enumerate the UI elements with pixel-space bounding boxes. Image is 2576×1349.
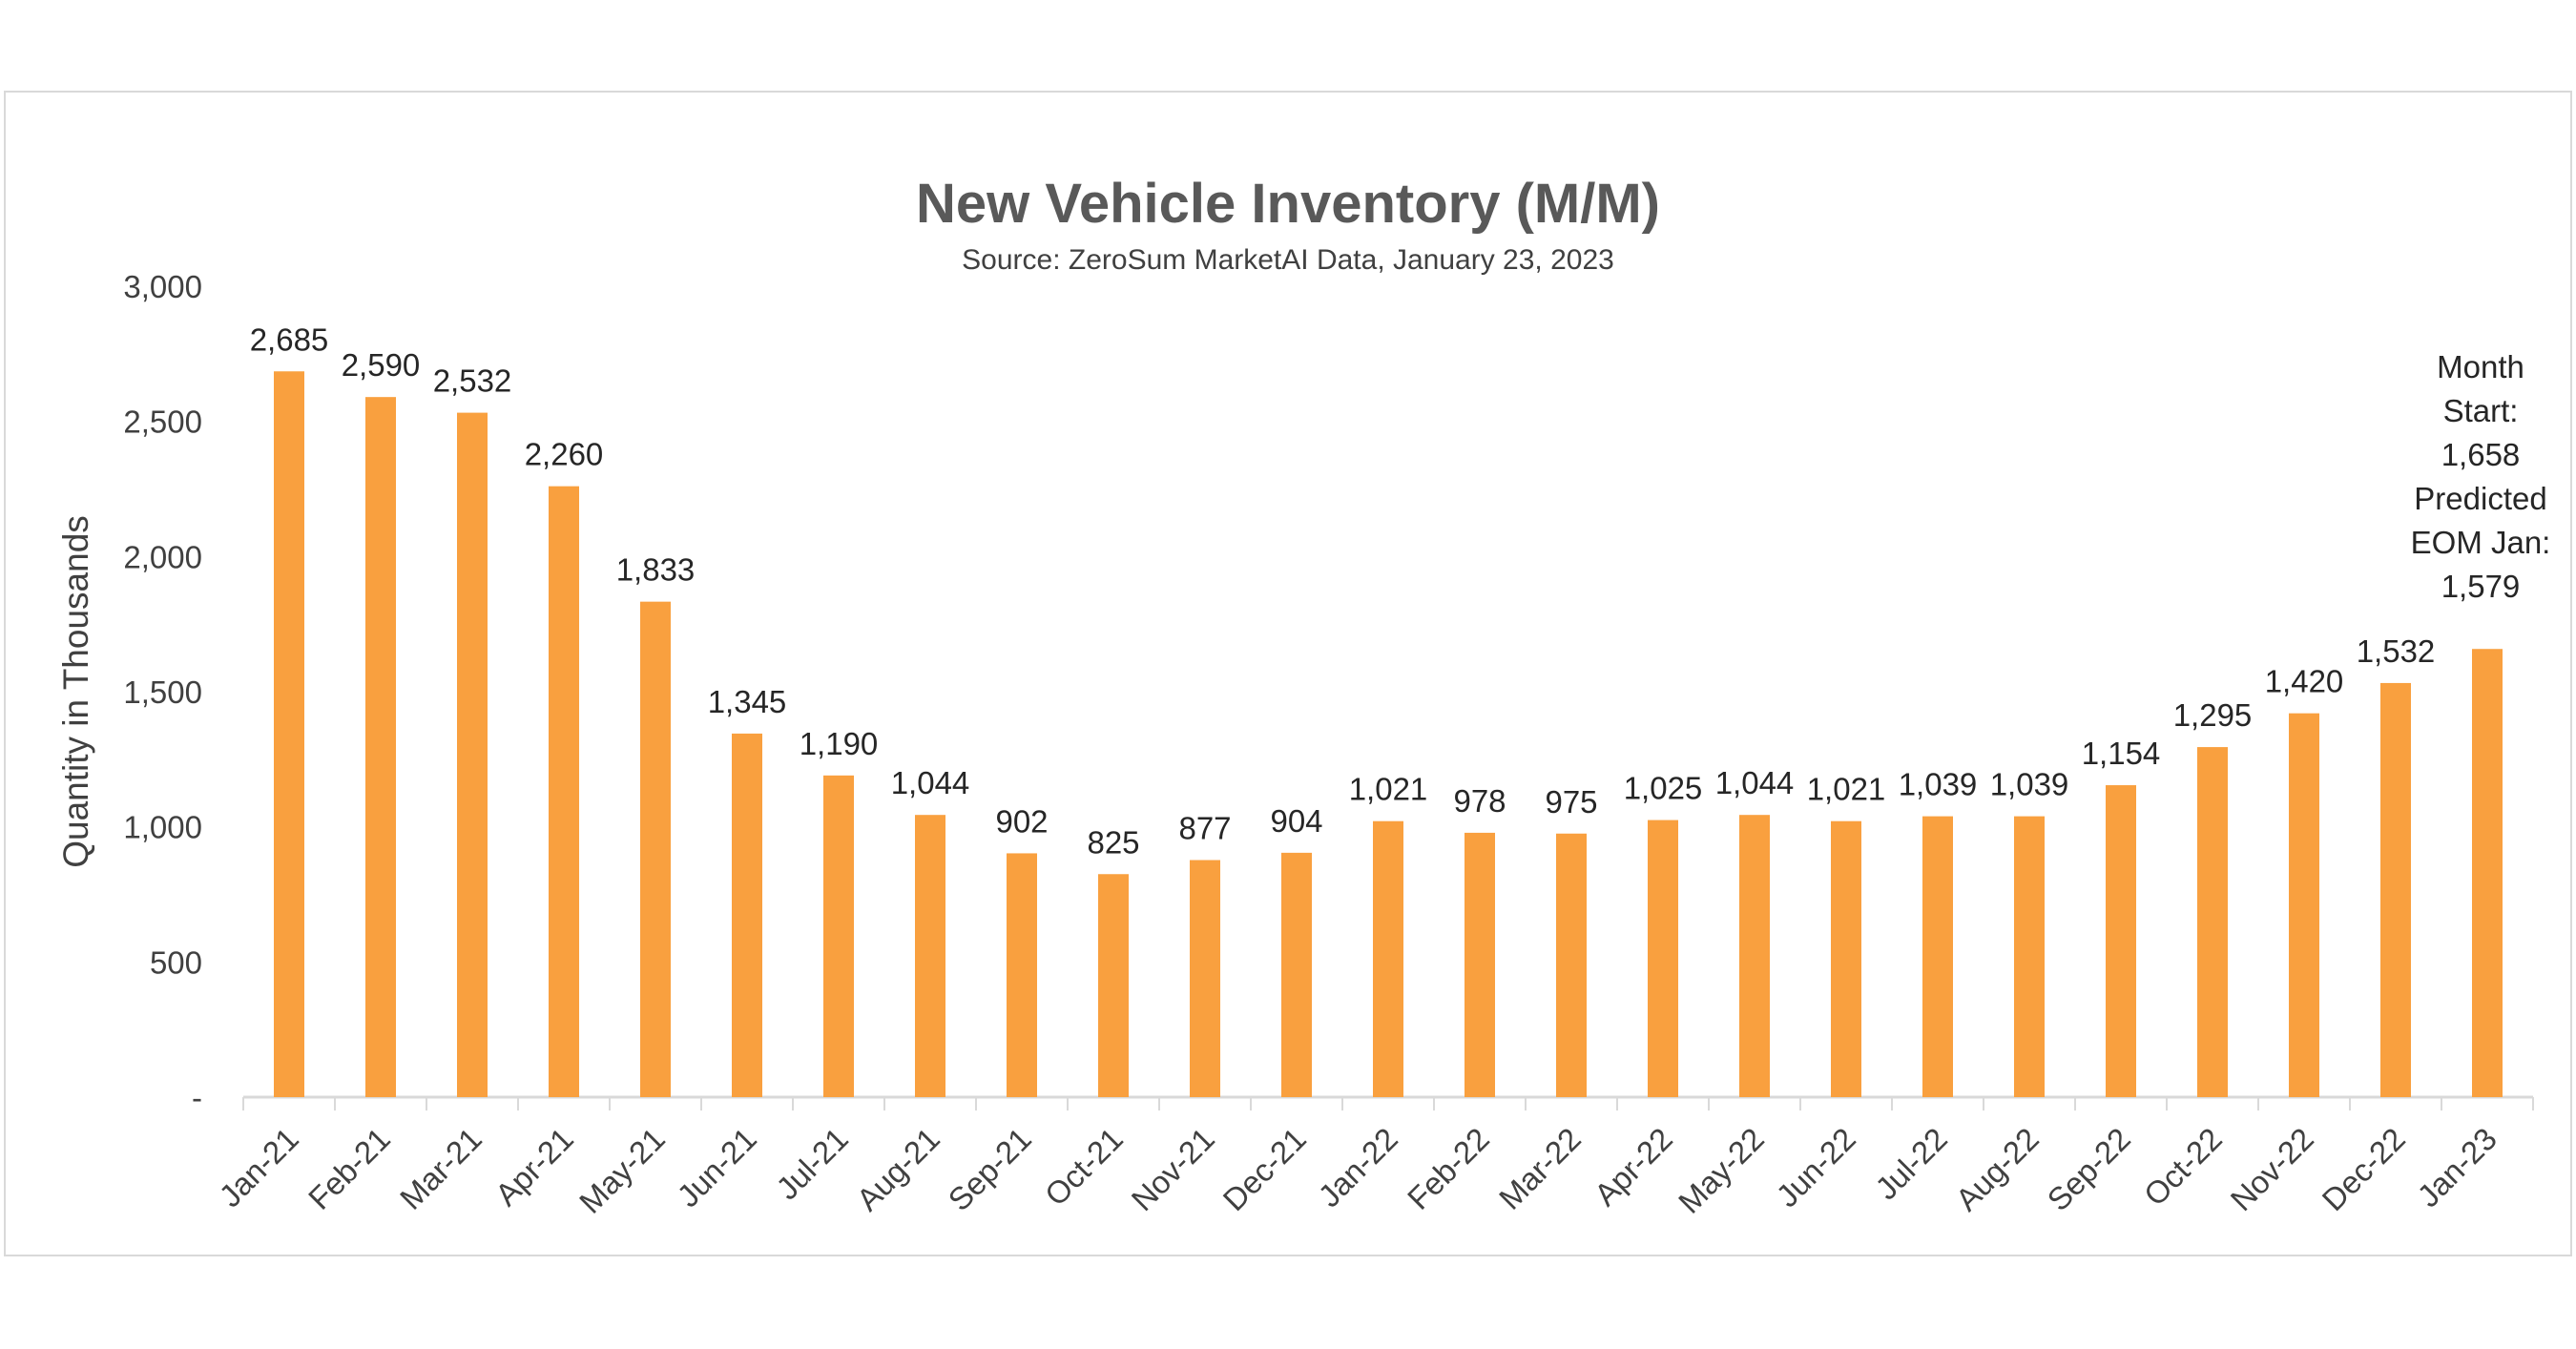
y-tick-label: 2,500 <box>123 405 202 440</box>
bar-nov-21 <box>1190 860 1220 1097</box>
y-axis-label: Quantity in Thousands <box>56 515 95 868</box>
bar-dec-22 <box>2380 682 2411 1097</box>
data-label: 904 <box>1270 803 1322 839</box>
annotation-line: Month <box>2437 349 2524 384</box>
bar-jun-21 <box>732 733 762 1097</box>
x-tick-label: Jan-21 <box>212 1121 305 1214</box>
x-tick-label: Apr-22 <box>1588 1121 1679 1213</box>
x-tick-label: Feb-22 <box>1401 1121 1496 1216</box>
data-label: 2,532 <box>433 363 512 399</box>
bar-nov-22 <box>2289 713 2319 1097</box>
x-tick-label: Nov-21 <box>1125 1121 1221 1217</box>
y-tick-label: 1,000 <box>123 810 202 845</box>
x-tick-label: Mar-21 <box>393 1121 488 1216</box>
bar-feb-21 <box>365 397 396 1098</box>
bar-may-21 <box>640 601 671 1097</box>
bar-apr-21 <box>549 486 579 1098</box>
bar-jan-22 <box>1373 820 1403 1097</box>
data-label: 2,260 <box>525 437 604 472</box>
x-tick-label: Aug-22 <box>1949 1121 2046 1217</box>
bar-mar-21 <box>457 412 488 1098</box>
x-tick-label: Mar-22 <box>1492 1121 1588 1216</box>
x-tick-label: May-21 <box>572 1121 672 1220</box>
annotation-line: Predicted <box>2414 481 2547 516</box>
data-label: 2,590 <box>342 347 421 383</box>
bar-oct-21 <box>1098 874 1129 1097</box>
jan-23-annotation: Month Start: 1,658 Predicted EOM Jan: 1,… <box>2385 345 2576 609</box>
data-label: 1,295 <box>2173 697 2253 733</box>
bar-oct-22 <box>2197 747 2228 1097</box>
annotation-line: 1,658 <box>2441 437 2521 472</box>
data-label: 1,420 <box>2265 664 2344 699</box>
x-tick-label: Sep-22 <box>2041 1121 2137 1217</box>
data-label: 1,044 <box>1715 765 1795 800</box>
bar-aug-21 <box>915 815 945 1097</box>
bar-jul-22 <box>1922 816 1953 1097</box>
chart-title: New Vehicle Inventory (M/M) <box>916 173 1660 235</box>
bar-aug-22 <box>2014 816 2045 1097</box>
x-tick-label: Feb-21 <box>301 1121 397 1216</box>
bar-may-22 <box>1739 815 1770 1097</box>
bar-sep-22 <box>2106 785 2136 1097</box>
y-tick-label: 2,000 <box>123 539 202 574</box>
x-tick-label: Jan-22 <box>1311 1121 1404 1214</box>
x-tick-label: Sep-21 <box>942 1121 1038 1217</box>
bar-sep-21 <box>1007 853 1037 1097</box>
y-tick-label: 1,500 <box>123 674 202 710</box>
annotation-line: 1,579 <box>2441 569 2521 604</box>
data-label: 1,039 <box>1899 767 1978 802</box>
data-label: 1,021 <box>1349 772 1428 807</box>
bar-jun-22 <box>1831 820 1861 1097</box>
bar-apr-22 <box>1648 820 1678 1097</box>
data-label: 1,532 <box>2357 633 2436 669</box>
data-label: 902 <box>995 803 1048 839</box>
data-label: 2,685 <box>250 322 329 357</box>
x-tick-label: Jul-22 <box>1868 1121 1954 1207</box>
data-label: 1,025 <box>1624 771 1703 806</box>
chart-subtitle: Source: ZeroSum MarketAI Data, January 2… <box>962 244 1614 276</box>
x-tick-label: Jan-23 <box>2410 1121 2503 1214</box>
bar-jan-21 <box>274 371 304 1097</box>
x-tick-label: Oct-21 <box>1038 1121 1130 1213</box>
x-tick-label: May-22 <box>1672 1121 1771 1220</box>
bar-jul-21 <box>823 775 854 1097</box>
annotation-line: Start: <box>2442 393 2519 428</box>
bar-dec-21 <box>1281 852 1312 1097</box>
y-tick-label: 500 <box>150 944 202 980</box>
bar-mar-22 <box>1556 833 1587 1097</box>
y-tick-label: 3,000 <box>123 269 202 304</box>
data-label: 975 <box>1545 784 1597 820</box>
data-label: 978 <box>1453 783 1506 819</box>
x-tick-label: Jun-21 <box>670 1121 763 1214</box>
x-tick-label: Oct-22 <box>2137 1121 2229 1213</box>
x-tick-label: Aug-21 <box>850 1121 946 1217</box>
bar-jan-23 <box>2472 649 2503 1097</box>
data-label: 1,154 <box>2082 736 2161 771</box>
data-label: 1,190 <box>800 726 879 761</box>
bar-feb-22 <box>1465 832 1495 1097</box>
data-label: 1,039 <box>1990 767 2069 802</box>
data-label: 1,044 <box>891 765 970 800</box>
x-tick-label: Jun-22 <box>1769 1121 1862 1214</box>
annotation-line: EOM Jan: <box>2410 525 2551 560</box>
data-label: 1,021 <box>1807 772 1886 807</box>
y-tick-label: - <box>192 1080 202 1115</box>
x-tick-label: Jul-21 <box>769 1121 855 1207</box>
data-label: 825 <box>1087 824 1139 860</box>
data-label: 877 <box>1178 811 1231 846</box>
x-tick-label: Dec-21 <box>1216 1121 1313 1217</box>
x-tick-label: Dec-22 <box>2316 1121 2412 1217</box>
x-tick-label: Apr-21 <box>488 1121 580 1213</box>
data-label: 1,833 <box>616 552 696 588</box>
data-label: 1,345 <box>708 684 787 719</box>
x-tick-label: Nov-22 <box>2224 1121 2320 1217</box>
